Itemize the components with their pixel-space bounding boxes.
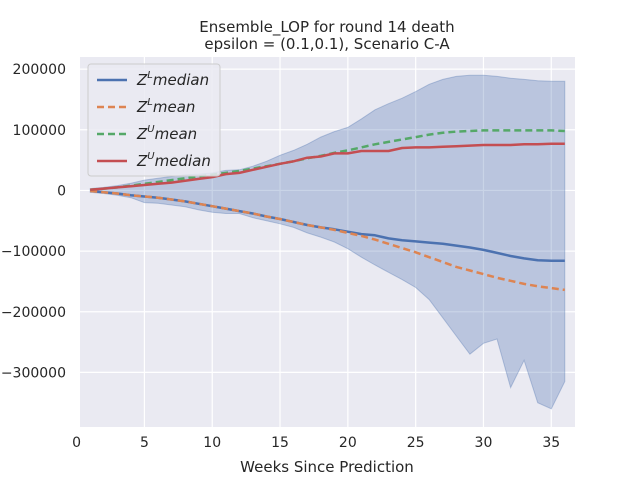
chart-subtitle: epsilon = (0.1,0.1), Scenario C-A <box>204 35 450 53</box>
x-axis-label: Weeks Since Prediction <box>240 458 414 476</box>
y-tick-label: 200000 <box>13 62 66 78</box>
series-line-L-mean <box>90 189 565 292</box>
uncertainty-band <box>89 74 566 410</box>
y-tick-label: 100000 <box>13 123 66 139</box>
x-tick-label: 30 <box>475 435 493 451</box>
x-tick-label: 35 <box>542 435 560 451</box>
legend: ZLmedian ZLmean ZUmean ZUmedian <box>87 63 221 177</box>
legend-label: ZLmedian <box>136 70 209 89</box>
x-tick-label: 20 <box>339 435 357 451</box>
y-tick-label: −200000 <box>1 305 66 321</box>
y-tick-label: 0 <box>57 183 66 199</box>
y-tick-labels: 200000 100000 0 −100000 −200000 −300000 <box>1 62 66 381</box>
x-tick-label: 10 <box>203 435 221 451</box>
series-line-U-median <box>90 142 565 192</box>
y-tick-label: −100000 <box>1 244 66 260</box>
legend-box <box>87 63 221 177</box>
series-lines <box>90 129 565 292</box>
x-tick-label: 15 <box>271 435 289 451</box>
legend-label: ZUmean <box>136 124 197 143</box>
legend-label: ZLmean <box>136 97 195 116</box>
y-tick-label: −300000 <box>1 365 66 381</box>
legend-label: ZUmedian <box>136 151 211 170</box>
x-tick-label: 0 <box>72 435 81 451</box>
chart-title: Ensemble_LOP for round 14 death <box>199 18 454 37</box>
band-layer <box>89 74 566 410</box>
series-line-U-mean <box>90 129 565 192</box>
x-tick-label: 5 <box>140 435 149 451</box>
x-tick-labels: 0 5 10 15 20 25 30 35 <box>72 435 560 451</box>
x-tick-label: 25 <box>407 435 425 451</box>
